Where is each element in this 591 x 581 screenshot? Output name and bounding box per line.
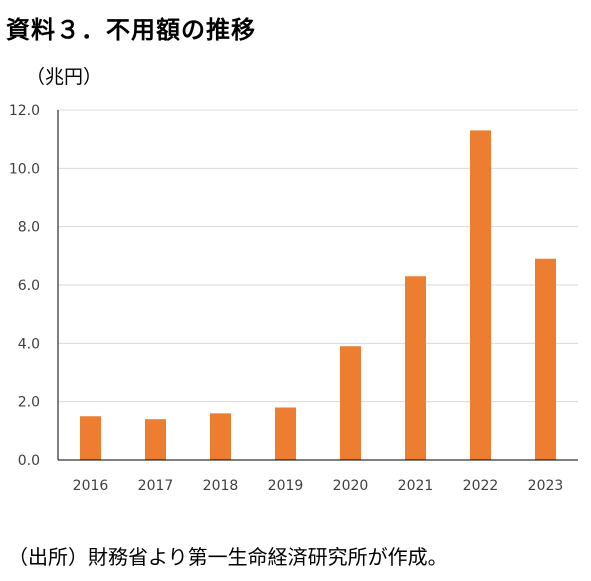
bar-2018: [210, 413, 231, 460]
x-tick-label: 2023: [528, 478, 564, 494]
y-tick-label: 4.0: [18, 336, 40, 352]
y-axis-unit-label: （兆円）: [26, 66, 103, 88]
y-tick-label: 0.0: [18, 453, 40, 469]
x-tick-label: 2018: [203, 478, 239, 494]
bar-2020: [340, 346, 361, 460]
y-tick-label: 8.0: [18, 220, 40, 236]
bar-2017: [145, 419, 166, 460]
gridlines: [58, 109, 578, 403]
y-tick-labels: 0.0 2.0 4.0 6.0 8.0 10.0 12.0: [9, 103, 40, 469]
bar-2019: [275, 407, 296, 460]
bar-2016: [80, 416, 101, 460]
source-note: （出所）財務省より第一生命経済研究所が作成。: [8, 545, 448, 569]
x-tick-labels: 2016 2017 2018 2019 2020 2021 2022 2023: [73, 478, 564, 494]
bar-2021: [405, 276, 426, 460]
x-tick-label: 2020: [333, 478, 369, 494]
x-tick-label: 2019: [268, 478, 304, 494]
x-tick-label: 2022: [463, 478, 499, 494]
y-tick-label: 6.0: [18, 278, 40, 294]
x-tick-label: 2016: [73, 478, 109, 494]
y-tick-label: 10.0: [9, 161, 40, 177]
bars: [80, 130, 556, 460]
chart-title: 資料３．不用額の推移: [6, 16, 256, 44]
x-tick-label: 2021: [398, 478, 434, 494]
y-tick-label: 12.0: [9, 103, 40, 119]
bar-2022: [470, 130, 491, 460]
y-tick-label: 2.0: [18, 395, 40, 411]
bar-2023: [535, 258, 556, 460]
x-tick-label: 2017: [138, 478, 174, 494]
